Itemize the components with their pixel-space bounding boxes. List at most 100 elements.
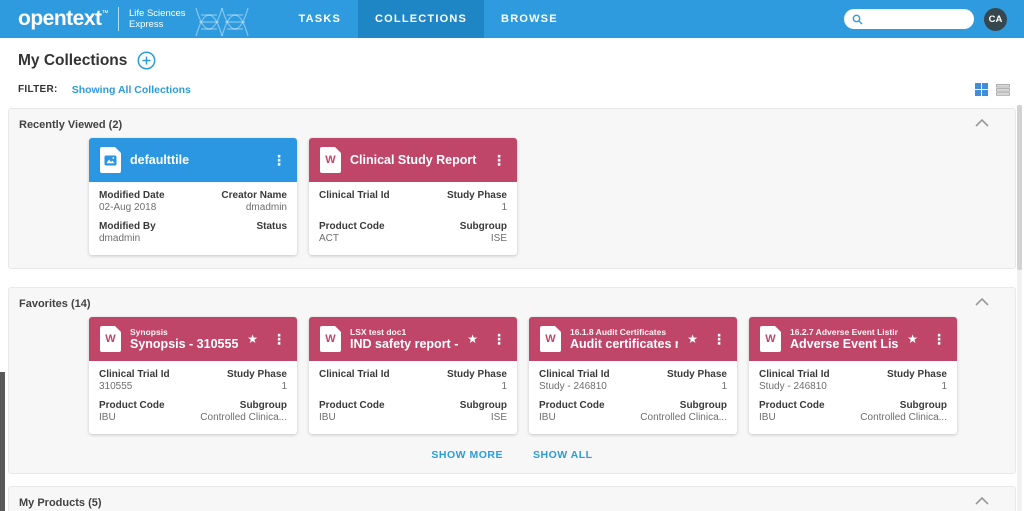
field-value	[319, 381, 413, 393]
scrollbar-thumb[interactable]	[1017, 105, 1022, 270]
card-field: Subgroup ISE	[413, 400, 507, 424]
card-menu-button[interactable]: ⋮	[272, 151, 286, 168]
collection-card[interactable]: W 16.2.7 Adverse Event Listing Adverse E…	[749, 317, 957, 434]
field-value: dmadmin	[99, 233, 141, 244]
card-field: Study Phase 1	[413, 190, 507, 214]
field-label: Study Phase	[666, 369, 727, 380]
search-input[interactable]	[844, 9, 974, 29]
collection-section: Recently Viewed (2) W de	[8, 108, 1016, 269]
word-document-icon: W	[320, 326, 341, 352]
card-subtitle: 16.1.8 Audit Certificates	[570, 327, 667, 337]
avatar[interactable]: CA	[984, 7, 1007, 31]
search-box	[844, 9, 974, 29]
card-field: Creator Name dmadmin	[193, 190, 287, 214]
card-menu-button[interactable]: ⋮	[492, 151, 506, 168]
collection-card[interactable]: W LSX test doc1 IND safety report - 000.…	[309, 317, 517, 434]
sections-container: Recently Viewed (2) W de	[0, 108, 1024, 511]
show-all-link[interactable]: SHOW ALL	[532, 449, 593, 461]
collection-card[interactable]: W Synopsis Synopsis - 310555 - 000... ★	[89, 317, 297, 434]
collapse-section-button[interactable]	[975, 298, 989, 306]
view-toggle	[975, 83, 1010, 96]
card-field: Product Code IBU	[319, 400, 413, 424]
card-header: W defaulttile ★ ⋮	[89, 138, 297, 182]
section-title: Recently Viewed (2)	[19, 119, 123, 131]
card-field: Study Phase 1	[633, 369, 727, 393]
field-label: Clinical Trial Id	[319, 369, 390, 380]
card-menu-button[interactable]: ⋮	[272, 330, 286, 347]
field-value: 1	[501, 381, 507, 392]
field-value: ACT	[319, 233, 339, 244]
card-menu-button[interactable]: ⋮	[712, 330, 726, 347]
collection-section: My Products (5) W Product Managem	[8, 486, 1016, 511]
card-body: Clinical Trial Id 310555 Study Phase 1 P…	[89, 361, 297, 434]
card-field: Study Phase 1	[853, 369, 947, 393]
word-document-icon: W	[540, 326, 561, 352]
opentext-logo: opentext™	[18, 7, 109, 30]
field-value: 02-Aug 2018	[99, 202, 157, 213]
dna-helix-icon	[194, 7, 249, 37]
favorite-star-button[interactable]: ★	[467, 332, 478, 346]
filter-link[interactable]: Showing All Collections	[71, 83, 191, 96]
card-body: Clinical Trial Id Study - 246810 Study P…	[529, 361, 737, 434]
collection-card[interactable]: W Clinical Study Report - ... ★ ⋮	[309, 138, 517, 255]
collapse-section-button[interactable]	[975, 119, 989, 127]
page-scrollbar[interactable]	[1017, 105, 1022, 511]
card-field: Clinical Trial Id 310555	[99, 369, 193, 393]
image-glyph	[104, 155, 117, 165]
card-title: defaulttile	[130, 153, 190, 167]
field-label: Product Code	[319, 400, 385, 411]
field-value: Study - 246810	[759, 381, 827, 392]
add-collection-button[interactable]	[137, 51, 156, 70]
card-title: Audit certificates repor...	[570, 337, 679, 351]
card-field: Modified Date 02-Aug 2018	[99, 190, 193, 214]
card-menu-button[interactable]: ⋮	[932, 330, 946, 347]
field-value	[193, 233, 287, 245]
card-field: Subgroup Controlled Clinica...	[633, 400, 727, 424]
field-value: IBU	[539, 412, 556, 423]
collection-card[interactable]: W 16.1.8 Audit Certificates Audit certif…	[529, 317, 737, 434]
field-value: IBU	[319, 412, 336, 423]
main-nav: TASKS COLLECTIONS BROWSE	[282, 0, 575, 38]
field-label: Status	[256, 221, 287, 232]
field-label: Subgroup	[899, 400, 947, 411]
card-field: Modified By dmadmin	[99, 221, 193, 245]
field-label: Product Code	[319, 221, 385, 232]
card-titles: Synopsis Synopsis - 310555 - 000...	[130, 327, 238, 351]
card-header: W LSX test doc1 IND safety report - 000.…	[309, 317, 517, 361]
list-view-button[interactable]	[996, 83, 1010, 96]
field-label: Product Code	[539, 400, 605, 411]
left-edge-artifact	[0, 372, 5, 511]
card-body: Clinical Trial Id Study Phase 1 Product …	[309, 182, 517, 255]
field-label: Modified By	[99, 221, 156, 232]
field-value: Controlled Clinica...	[640, 412, 727, 423]
favorite-star-button[interactable]: ★	[907, 332, 918, 346]
show-more-link[interactable]: SHOW MORE	[431, 449, 503, 461]
card-menu-button[interactable]: ⋮	[492, 330, 506, 347]
card-body: Clinical Trial Id Study - 246810 Study P…	[749, 361, 957, 434]
app-header: opentext™ Life Sciences Express TASKS COL…	[0, 0, 1024, 38]
field-label: Product Code	[99, 400, 165, 411]
field-label: Study Phase	[226, 369, 287, 380]
card-header: W 16.2.7 Adverse Event Listing Adverse E…	[749, 317, 957, 361]
favorite-star-button[interactable]: ★	[687, 332, 698, 346]
grid-view-button[interactable]	[975, 83, 988, 96]
field-label: Clinical Trial Id	[759, 369, 830, 380]
nav-item-tasks[interactable]: TASKS	[298, 13, 341, 25]
field-value	[319, 202, 413, 214]
collection-card[interactable]: W defaulttile ★ ⋮	[89, 138, 297, 255]
collapse-section-button[interactable]	[975, 497, 989, 505]
card-fields: Clinical Trial Id 310555 Study Phase 1 P…	[99, 369, 287, 424]
cards-row: W defaulttile ★ ⋮	[89, 138, 1015, 255]
nav-item-collections[interactable]: COLLECTIONS	[358, 0, 485, 38]
title-row: My Collections	[0, 38, 1024, 70]
field-label: Study Phase	[446, 369, 507, 380]
field-label: Subgroup	[459, 400, 507, 411]
favorite-star-button[interactable]: ★	[247, 332, 258, 346]
field-label: Creator Name	[221, 190, 287, 201]
filter-row: FILTER: Showing All Collections	[0, 70, 1024, 96]
nav-item-browse[interactable]: BROWSE	[501, 13, 558, 25]
field-value: ISE	[490, 412, 507, 423]
card-header: W Clinical Study Report - ... ★ ⋮	[309, 138, 517, 182]
card-titles: defaulttile	[130, 153, 260, 167]
word-document-icon: W	[100, 326, 121, 352]
